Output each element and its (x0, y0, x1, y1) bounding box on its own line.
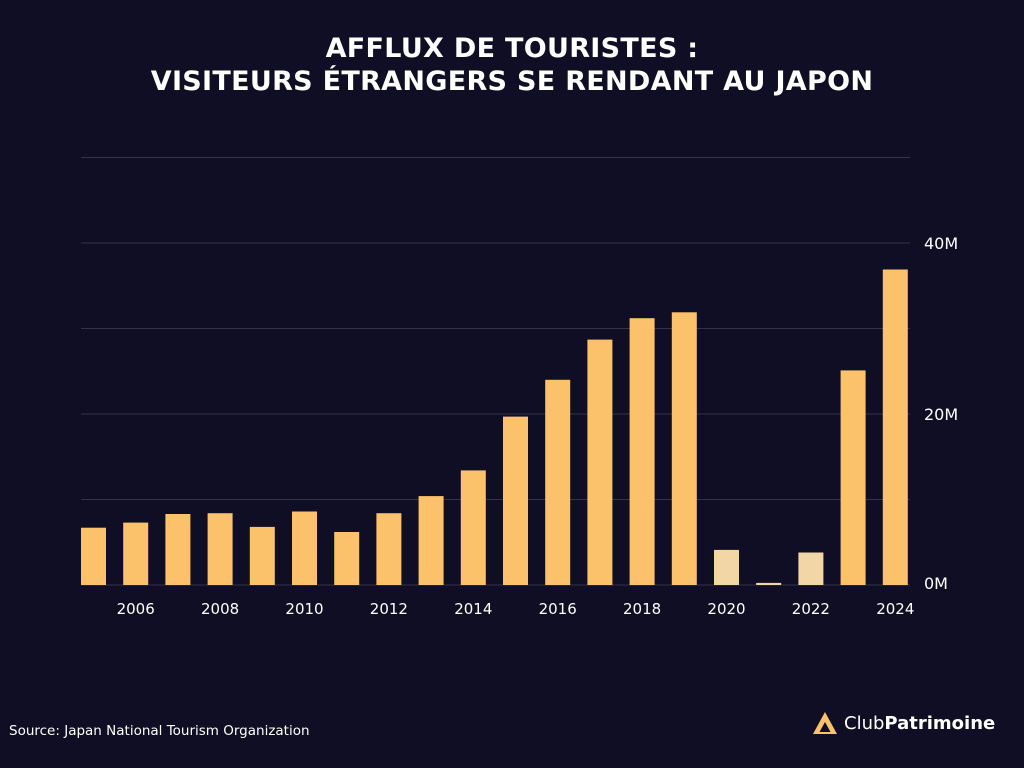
chart-title: AFFLUX DE TOURISTES : VISITEURS ÉTRANGER… (0, 32, 1024, 98)
bars (81, 269, 908, 585)
brand-name: ClubPatrimoine (844, 713, 995, 734)
brand-logo: ClubPatrimoine (812, 711, 995, 735)
bar-2020 (714, 549, 739, 585)
y-tick-label: 20M (924, 405, 958, 424)
bar-2023 (840, 370, 866, 585)
chart-title-line-1: AFFLUX DE TOURISTES : (325, 33, 699, 64)
bar-2017 (587, 339, 613, 585)
bar-2024 (882, 269, 908, 585)
y-axis-ticks: 0M 20M 40M (924, 234, 958, 593)
x-tick-label: 2014 (454, 600, 492, 618)
x-tick-label: 2024 (876, 600, 914, 618)
brand-name-bold: Patrimoine (884, 712, 996, 734)
x-tick-label: 2022 (792, 600, 830, 618)
bar-2021 (756, 582, 782, 585)
bar-2013 (418, 496, 444, 585)
bar-2018 (629, 318, 655, 585)
bar-2022 (798, 552, 824, 585)
y-tick-label: 0M (924, 574, 948, 593)
brand-name-light: Club (844, 712, 885, 734)
bar-2007 (165, 514, 191, 585)
chart-title-line-2: VISITEURS ÉTRANGERS SE RENDANT AU JAPON (150, 66, 874, 97)
y-tick-label: 40M (924, 234, 958, 253)
x-tick-label: 2006 (117, 600, 155, 618)
x-axis-ticks: 2006 2008 2010 2012 2014 2016 2018 2020 2022 2024 (117, 600, 915, 618)
triangle-logo-icon (813, 712, 837, 734)
x-tick-label: 2020 (707, 600, 745, 618)
bar-2014 (460, 470, 486, 585)
bar-2006 (123, 522, 149, 585)
x-tick-label: 2012 (370, 600, 408, 618)
bar-2011 (334, 532, 360, 585)
x-tick-label: 2018 (623, 600, 661, 618)
bar-2016 (545, 379, 571, 585)
source-note: Source: Japan National Tourism Organizat… (9, 723, 310, 739)
x-tick-label: 2010 (285, 600, 323, 618)
bar-2008 (207, 513, 233, 585)
x-tick-label: 2008 (201, 600, 239, 618)
bar-2005 (81, 527, 106, 585)
bar-2015 (503, 416, 528, 585)
grid-lines (81, 157, 910, 586)
x-tick-label: 2016 (539, 600, 577, 618)
bar-2019 (671, 312, 697, 585)
bar-2012 (376, 513, 402, 585)
bar-2009 (249, 526, 275, 585)
bar-2010 (292, 511, 317, 585)
